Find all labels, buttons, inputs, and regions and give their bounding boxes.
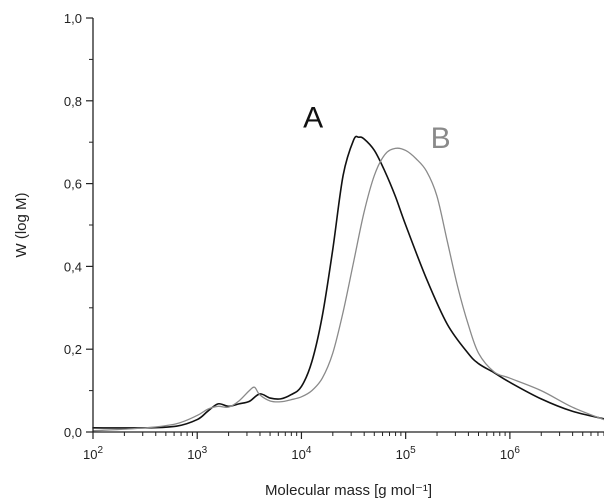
y-axis-title: W (log M) [13,193,30,258]
x-tick-label: 104 [291,445,311,462]
x-tick-exponent: 4 [306,445,312,456]
series-label-b: B [431,122,451,155]
series-layer [92,135,604,432]
series-line-a [92,135,604,429]
y-tick-label: 1,0 [64,11,82,26]
y-tick-label: 0,2 [64,342,82,357]
x-tick-label: 102 [83,445,103,462]
x-tick-exponent: 5 [410,445,416,456]
x-tick-exponent: 6 [514,445,520,456]
y-tick-label: 0,4 [64,259,82,274]
x-axis-title: Molecular mass [g mol⁻¹] [265,482,432,499]
axes-layer [86,17,604,439]
series-label-a: A [303,101,323,134]
x-tick-exponent: 2 [97,445,103,456]
y-tick-label: 0,6 [64,177,82,192]
x-tick-exponent: 3 [202,445,208,456]
x-tick-label: 103 [187,445,207,462]
x-tick-base: 10 [291,447,305,462]
x-tick-label: 105 [396,445,416,462]
y-tick-label: 0,0 [64,425,82,440]
x-tick-base: 10 [500,447,514,462]
x-tick-base: 10 [187,447,201,462]
y-tick-label: 0,8 [64,94,82,109]
series-line-b [92,147,604,432]
x-tick-base: 10 [396,447,410,462]
x-tick-base: 10 [83,447,97,462]
x-tick-label: 106 [500,445,520,462]
